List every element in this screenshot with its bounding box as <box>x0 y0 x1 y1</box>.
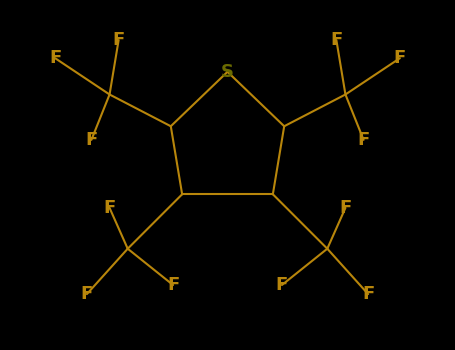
Text: F: F <box>49 49 61 67</box>
Text: F: F <box>358 131 370 149</box>
Text: F: F <box>81 285 93 303</box>
Text: F: F <box>167 276 179 294</box>
Text: S: S <box>221 63 234 81</box>
Text: F: F <box>85 131 97 149</box>
Text: F: F <box>103 199 116 217</box>
Text: F: F <box>112 31 125 49</box>
Text: F: F <box>339 199 352 217</box>
Text: F: F <box>276 276 288 294</box>
Text: F: F <box>362 285 374 303</box>
Text: F: F <box>394 49 406 67</box>
Text: F: F <box>330 31 343 49</box>
